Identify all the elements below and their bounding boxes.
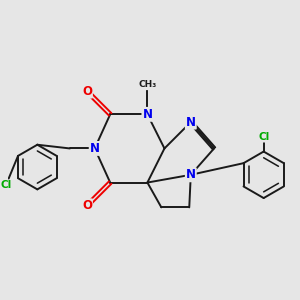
Text: Cl: Cl [0,180,11,190]
Text: Cl: Cl [258,132,269,142]
Text: CH₃: CH₃ [138,80,157,89]
Text: O: O [82,85,92,98]
Text: N: N [186,116,196,129]
Text: N: N [186,168,196,181]
Text: N: N [142,108,152,121]
Text: O: O [82,199,92,212]
Text: N: N [90,142,100,155]
